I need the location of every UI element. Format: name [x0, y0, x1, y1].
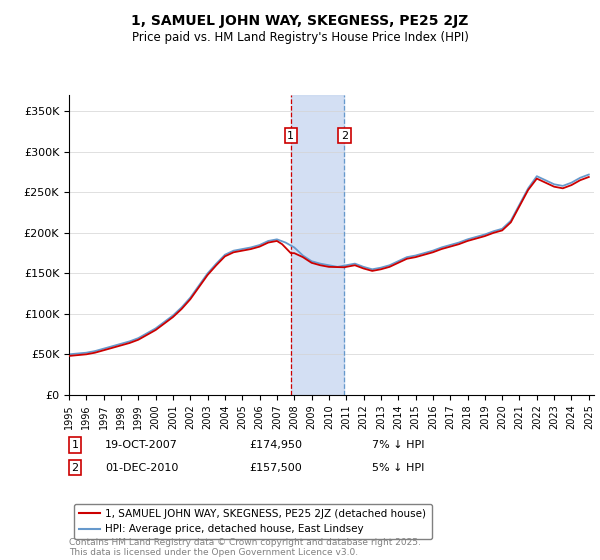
Legend: 1, SAMUEL JOHN WAY, SKEGNESS, PE25 2JZ (detached house), HPI: Average price, det: 1, SAMUEL JOHN WAY, SKEGNESS, PE25 2JZ (… [74, 504, 431, 539]
Text: 01-DEC-2010: 01-DEC-2010 [105, 463, 178, 473]
Bar [291, 95, 344, 395]
Text: 2: 2 [71, 463, 79, 473]
Text: 5% ↓ HPI: 5% ↓ HPI [372, 463, 424, 473]
Text: 1: 1 [71, 440, 79, 450]
Text: £157,500: £157,500 [249, 463, 302, 473]
Text: 2: 2 [341, 130, 348, 141]
Text: 1: 1 [287, 130, 294, 141]
Text: 1, SAMUEL JOHN WAY, SKEGNESS, PE25 2JZ: 1, SAMUEL JOHN WAY, SKEGNESS, PE25 2JZ [131, 14, 469, 28]
Text: Contains HM Land Registry data © Crown copyright and database right 2025.
This d: Contains HM Land Registry data © Crown c… [69, 538, 421, 557]
Text: 19-OCT-2007: 19-OCT-2007 [105, 440, 178, 450]
Text: £174,950: £174,950 [249, 440, 302, 450]
Text: Price paid vs. HM Land Registry's House Price Index (HPI): Price paid vs. HM Land Registry's House … [131, 31, 469, 44]
Text: 7% ↓ HPI: 7% ↓ HPI [372, 440, 425, 450]
